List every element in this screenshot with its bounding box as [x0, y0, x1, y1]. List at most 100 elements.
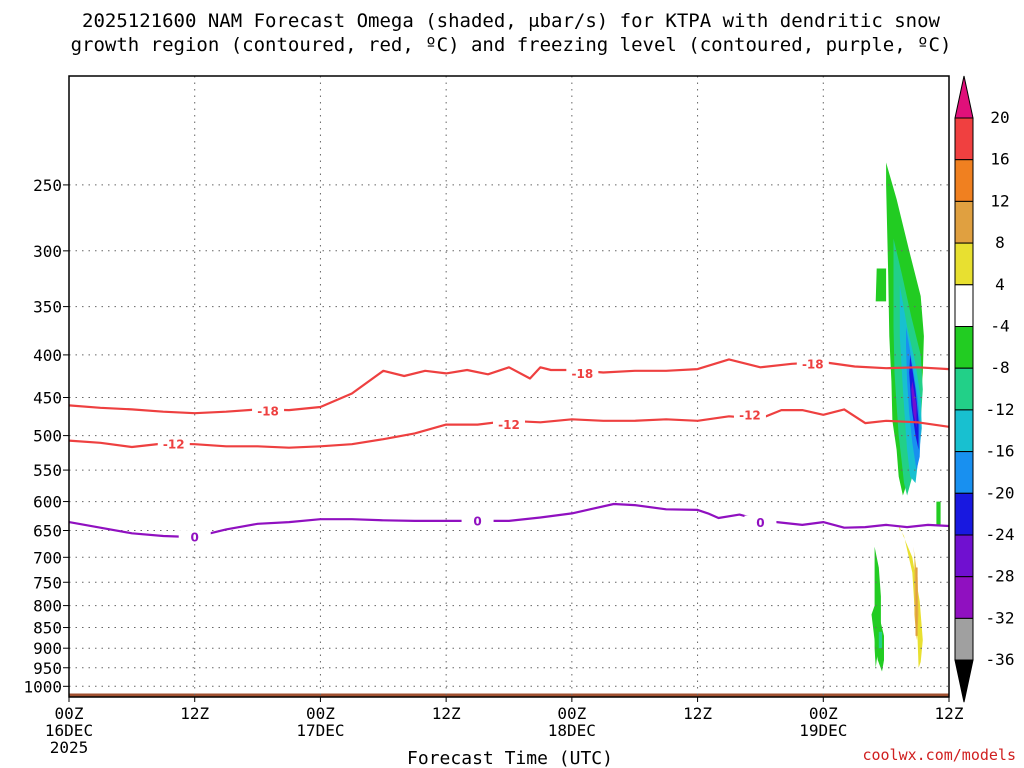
- contour-label-bg: [157, 437, 190, 452]
- y-tick-label: 950: [33, 659, 62, 678]
- x-tick-label: 00Z: [306, 704, 335, 723]
- x-tick-label: 00Z: [809, 704, 838, 723]
- contour-label: 0: [473, 514, 481, 528]
- x-tick-label: 12Z: [180, 704, 209, 723]
- contour-label: -12: [498, 418, 520, 432]
- colorbar-label: -4: [990, 317, 1009, 336]
- omega-region-5: [911, 381, 917, 429]
- colorbar-box: [954, 200, 974, 244]
- contour-line-2: [68, 502, 950, 539]
- colorbar-box: [954, 159, 974, 202]
- x-tick-label: 00Z: [55, 704, 84, 723]
- x-tick-label: 16DEC: [45, 721, 93, 740]
- chart-title-line-2: growth region (contoured, red, ºC) and f…: [71, 34, 952, 56]
- contour-label: -18: [571, 367, 593, 381]
- y-tick-label: 350: [33, 298, 62, 317]
- y-tick-label: 1000: [23, 677, 62, 696]
- y-tick-label: 250: [33, 176, 62, 195]
- credit-text: coolwx.com/models: [862, 746, 1016, 764]
- plot-frame: [68, 75, 950, 698]
- contour-label-bg: [178, 530, 211, 545]
- colorbar-label: 20: [990, 108, 1009, 127]
- plot-area: -18 -18 -18 -12 -12 -12 0 0 0: [68, 75, 950, 698]
- colorbar-label: 16: [990, 150, 1009, 169]
- x-tick-label: 18DEC: [548, 721, 596, 740]
- contour-label: 0: [191, 531, 199, 545]
- x-tick-label: 12Z: [432, 704, 461, 723]
- y-tick-label: 900: [33, 639, 62, 658]
- contour-label: -18: [257, 404, 279, 418]
- colorbar-box: [954, 367, 974, 411]
- contour-labels: -18 -18 -18 -12 -12 -12 0 0 0: [157, 356, 829, 545]
- contour-lines: [68, 358, 950, 539]
- y-tick-label: 300: [33, 242, 62, 261]
- colorbar-box: [954, 534, 974, 578]
- omega-region-9: [878, 631, 882, 649]
- contour-label-bg: [493, 417, 525, 432]
- contour-label-bg: [744, 515, 777, 530]
- y-tick-label: 750: [33, 573, 62, 592]
- chart-title-line-1: 2025121600 NAM Forecast Omega (shaded, μ…: [82, 10, 940, 32]
- omega-region-13: [915, 567, 918, 636]
- contour-label: -18: [802, 357, 824, 371]
- contour-label-bg: [252, 403, 285, 418]
- colorbar-top-arrow: [954, 75, 974, 119]
- y-tick-label: 450: [33, 388, 62, 407]
- colorbar-label: -12: [986, 400, 1015, 419]
- x-tick-label: 19DEC: [799, 721, 847, 740]
- contour-label: -12: [163, 438, 185, 452]
- contour-label-bg: [733, 407, 766, 422]
- x-tick-label: 00Z: [557, 704, 586, 723]
- y-tick-label: 500: [33, 427, 62, 446]
- contour-label-bg: [796, 356, 829, 371]
- y-tick-label: 400: [33, 346, 62, 365]
- colorbar-label: -16: [986, 442, 1015, 461]
- y-tick-label: 650: [33, 522, 62, 541]
- colorbar-bottom-arrow: [954, 659, 974, 703]
- y-tick-label: 700: [33, 548, 62, 567]
- omega-region-10: [936, 501, 941, 525]
- omega-shading: [871, 162, 941, 672]
- colorbar-box: [954, 326, 974, 369]
- colorbar-label: -8: [990, 358, 1009, 377]
- colorbar-box: [954, 617, 974, 661]
- contour-label-bg: [566, 366, 599, 381]
- omega-region-8: [871, 605, 884, 672]
- contour-line-0: [68, 358, 950, 415]
- colorbar-box: [954, 492, 974, 536]
- contour-label: -12: [739, 408, 761, 422]
- y-tick-label: 850: [33, 619, 62, 638]
- grid-lines: [68, 76, 950, 697]
- y-axis-ticks: 2503003504004505005506006507007508008509…: [23, 176, 69, 696]
- colorbar-label: -28: [986, 567, 1015, 586]
- colorbar-label: 8: [995, 233, 1005, 252]
- colorbar-label: -24: [986, 525, 1015, 544]
- x-tick-label: 12Z: [683, 704, 712, 723]
- x-tick-label: 2025: [50, 738, 89, 757]
- colorbar-box: [954, 117, 974, 161]
- colorbar-label: 12: [990, 191, 1009, 210]
- contour-line-1: [68, 408, 950, 449]
- x-axis-label: Forecast Time (UTC): [407, 748, 613, 768]
- terrain-rect: [69, 693, 949, 697]
- contour-label: 0: [756, 516, 764, 530]
- x-tick-label: 17DEC: [296, 721, 344, 740]
- omega-region-6: [875, 268, 887, 302]
- terrain-fill: [69, 693, 949, 697]
- y-tick-label: 550: [33, 461, 62, 480]
- y-tick-label: 800: [33, 597, 62, 616]
- y-tick-label: 600: [33, 493, 62, 512]
- colorbar-label: -36: [986, 650, 1015, 669]
- colorbar-label: -20: [986, 483, 1015, 502]
- colorbar-box: [954, 242, 974, 286]
- colorbar-box: [954, 284, 974, 327]
- colorbar-box: [954, 576, 974, 619]
- colorbar-label: 4: [995, 275, 1005, 294]
- contour-label-bg: [461, 513, 494, 528]
- omega-region-11: [898, 524, 923, 668]
- x-tick-label: 12Z: [935, 704, 964, 723]
- colorbar-label: -32: [986, 608, 1015, 627]
- colorbar-box: [954, 409, 974, 453]
